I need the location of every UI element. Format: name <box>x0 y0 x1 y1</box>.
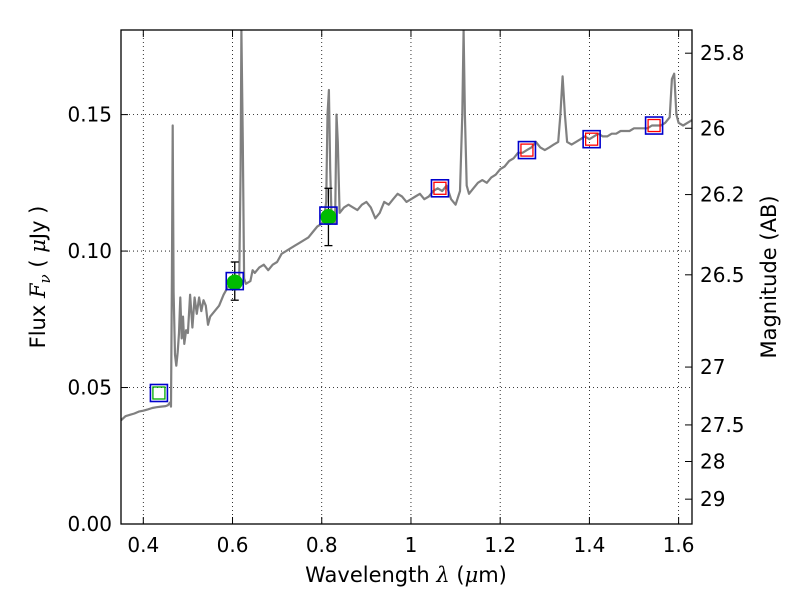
x-axis-symbol: λ <box>435 563 449 587</box>
model-square-2 <box>319 206 338 225</box>
y-axis-symbol: F <box>26 282 50 299</box>
x-tick-label-0: 0.4 <box>127 533 159 557</box>
x-axis-label: Wavelength λ (μm) <box>305 563 507 587</box>
observed-green-square-0 <box>152 386 166 400</box>
y2-tick-label-0: 25.8 <box>700 41 745 65</box>
y2-tick-label-5: 27.5 <box>700 413 745 437</box>
y2-tick-label-3: 26.5 <box>700 263 745 287</box>
y-axis-symbol-sub: ν <box>36 274 54 283</box>
y-tick-label-0: 0.00 <box>67 512 112 536</box>
y2-tick-label-1: 26 <box>700 116 725 140</box>
y-tick-label-1: 0.05 <box>67 376 112 400</box>
y2-axis-label: Magnitude (AB) <box>757 195 781 358</box>
detection-point-0 <box>226 274 243 291</box>
observed-red-square-2 <box>584 132 599 146</box>
tick-labels: 0.4 0.6 0.8 1 1.2 1.4 1.6 0.00 0.05 0.10 0.15 25.8 2… <box>67 41 744 557</box>
y-axis-unit-rest: Jy ) <box>26 206 50 242</box>
y2-tick-label-2: 26.2 <box>700 183 745 207</box>
y-axis-unit-open: ( <box>26 253 50 275</box>
x-tick-label-6: 1.6 <box>663 533 695 557</box>
observed-red-square-1 <box>520 143 534 157</box>
observed-red-square-0 <box>433 181 447 195</box>
y-axis-label-text: Flux <box>26 305 50 349</box>
y-axis-label: Flux Fν ( μJy ) <box>26 206 54 349</box>
y2-tick-label-6: 28 <box>700 449 725 473</box>
y-tick-label-3: 0.15 <box>67 103 112 127</box>
axis-ticks <box>121 30 692 525</box>
x-tick-label-4: 1.2 <box>484 533 516 557</box>
y2-tick-label-4: 27 <box>700 355 725 379</box>
y-tick-label-2: 0.10 <box>67 239 112 263</box>
x-axis-unit-rest: m) <box>478 563 507 587</box>
model-square-0 <box>149 383 169 403</box>
x-axis-unit-open: ( <box>450 563 465 587</box>
y2-tick-label-7: 29 <box>700 487 725 511</box>
plot-area <box>121 30 692 422</box>
detection-point-1 <box>320 208 337 225</box>
x-axis-label-text: Wavelength <box>305 563 430 587</box>
plot-frame <box>120 29 693 525</box>
x-tick-label-2: 0.8 <box>306 533 338 557</box>
model-square-5 <box>582 129 601 149</box>
x-tick-label-5: 1.4 <box>573 533 605 557</box>
x-tick-label-1: 0.6 <box>217 533 249 557</box>
model-square-1 <box>225 271 245 291</box>
x-axis-unit-mu: μ <box>465 563 479 587</box>
x-tick-label-3: 1 <box>405 533 418 557</box>
observed-red-square-3 <box>647 118 661 133</box>
model-square-3 <box>430 178 450 198</box>
y-axis-unit-mu: μ <box>26 239 50 253</box>
spectrum-line <box>121 30 692 422</box>
grid-lines <box>121 30 692 524</box>
model-square-4 <box>517 140 537 160</box>
model-square-6 <box>644 116 664 135</box>
